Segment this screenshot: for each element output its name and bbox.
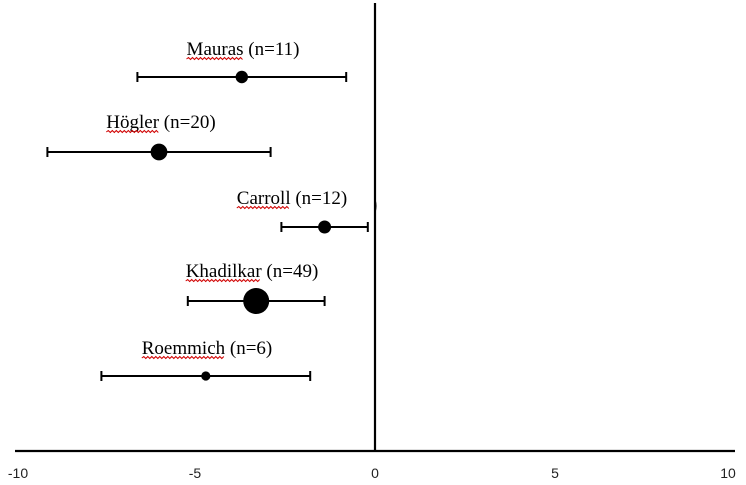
- x-tick-labels: -10 -5 0 5 10: [8, 465, 736, 481]
- study-row: Roemmich (n=6): [100, 338, 312, 381]
- x-tick-label: 10: [720, 465, 736, 481]
- spellcheck-underline: [106, 129, 159, 134]
- study-row: Carroll (n=12): [236, 188, 369, 234]
- study-row: Mauras (n=11): [136, 39, 348, 84]
- effect-point: [235, 70, 249, 84]
- spellcheck-underline: [236, 205, 290, 210]
- spellcheck-underline: [141, 355, 225, 360]
- study-label: Högler (n=20): [106, 112, 215, 133]
- study-label: Carroll (n=12): [237, 188, 347, 209]
- effect-point: [201, 371, 211, 381]
- study-label: Roemmich (n=6): [142, 338, 273, 359]
- study-label: Khadilkar (n=49): [186, 261, 319, 282]
- study-row: Khadilkar (n=49): [185, 261, 326, 314]
- x-tick-label: 5: [551, 465, 559, 481]
- effect-point: [150, 143, 168, 161]
- x-tick-label: -5: [189, 465, 202, 481]
- plot-marks: Mauras (n=11) Högler (n=20) Carroll (n=12)…: [46, 39, 377, 381]
- x-tick-label: -10: [8, 465, 28, 481]
- spellcheck-underline: [185, 278, 261, 283]
- effect-point: [243, 288, 270, 314]
- study-row: Högler (n=20): [46, 112, 272, 161]
- study-label: Mauras (n=11): [187, 39, 300, 60]
- x-tick-label: 0: [371, 465, 379, 481]
- effect-point: [318, 220, 332, 234]
- spellcheck-underline: [186, 56, 243, 61]
